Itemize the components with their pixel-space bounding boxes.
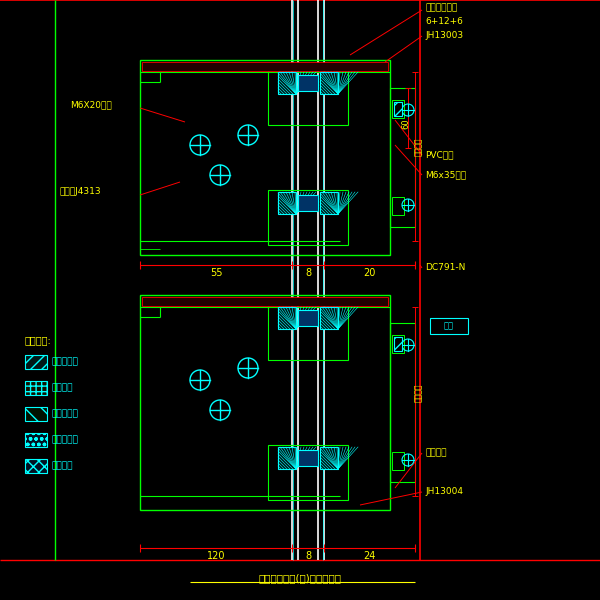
Text: 铝角码J4313: 铝角码J4313 (60, 187, 101, 196)
Bar (298, 310, 318, 326)
Bar (392, 452, 404, 470)
Bar (430, 318, 468, 334)
Bar (25, 381, 47, 395)
Bar (298, 450, 318, 466)
Bar (268, 305, 348, 360)
Bar (278, 72, 296, 94)
Text: 中柱尺寸: 中柱尺寸 (413, 383, 422, 401)
Text: DC791-N: DC791-N (425, 263, 466, 272)
Bar (268, 190, 348, 245)
Bar (390, 323, 415, 482)
Text: 55: 55 (210, 268, 222, 278)
Text: 密封胶条: 密封胶条 (425, 449, 446, 457)
Bar (392, 335, 404, 353)
Text: 120: 120 (207, 551, 225, 561)
Text: 耐候密封胶: 耐候密封胶 (51, 409, 78, 419)
Text: 箱封胶条: 箱封胶条 (51, 461, 73, 470)
Bar (140, 60, 390, 255)
Bar (25, 355, 47, 369)
Text: 8: 8 (305, 268, 311, 278)
Bar (298, 75, 318, 91)
Bar (278, 447, 296, 469)
Text: 泡沫填充棒: 泡沫填充棒 (51, 436, 78, 445)
Bar (25, 459, 47, 473)
Bar (320, 307, 338, 329)
Bar (320, 72, 338, 94)
Text: 明框玻璃幕墙(一)垂直节点图: 明框玻璃幕墙(一)垂直节点图 (259, 573, 341, 583)
Bar (394, 337, 402, 351)
Text: 结构密封胶: 结构密封胶 (51, 358, 78, 367)
Bar (298, 195, 318, 211)
Bar (268, 445, 348, 500)
Text: JH13004: JH13004 (425, 487, 463, 497)
Text: 中空钢化玻璃: 中空钢化玻璃 (425, 4, 457, 13)
Bar (278, 192, 296, 214)
Text: PVC当铁: PVC当铁 (425, 151, 454, 160)
Bar (278, 307, 296, 329)
Text: 20: 20 (364, 268, 376, 278)
Text: 60: 60 (401, 118, 410, 128)
Text: 8: 8 (305, 551, 311, 561)
Text: M6x35螺钉: M6x35螺钉 (425, 170, 466, 179)
Bar (268, 70, 348, 125)
Bar (320, 192, 338, 214)
Text: 材质说明:: 材质说明: (25, 335, 52, 345)
Text: 室外: 室外 (444, 322, 454, 331)
Bar (25, 407, 47, 421)
Text: JH13003: JH13003 (425, 31, 463, 40)
Text: 24: 24 (364, 551, 376, 561)
Bar (320, 447, 338, 469)
Bar (392, 197, 404, 215)
Bar (142, 62, 388, 71)
Text: 中柱尺寸: 中柱尺寸 (413, 138, 422, 157)
Bar (392, 100, 404, 118)
Bar (394, 102, 402, 116)
Bar (140, 295, 390, 510)
Text: M6X20螺钉: M6X20螺钉 (70, 100, 112, 109)
Bar (390, 88, 415, 227)
Bar (142, 297, 388, 306)
Text: 6+12+6: 6+12+6 (425, 17, 463, 26)
Text: 双面胶粘: 双面胶粘 (51, 383, 73, 392)
Bar (25, 433, 47, 447)
